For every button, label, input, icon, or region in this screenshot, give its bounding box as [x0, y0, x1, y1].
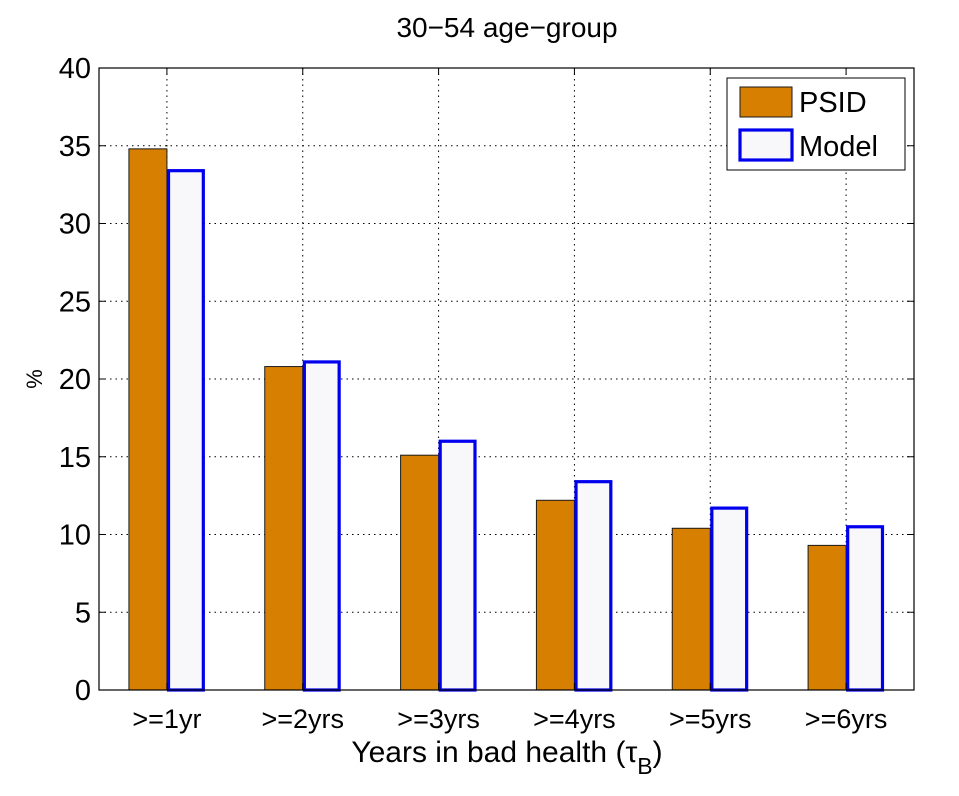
x-axis-label-subscript: B [637, 753, 652, 779]
bar-psid-4 [535, 499, 575, 691]
y-tick-label: 0 [75, 675, 91, 707]
legend-label-model: Model [799, 131, 878, 163]
y-tick-label: 30 [59, 209, 91, 241]
bar-model-6 [846, 525, 885, 692]
x-tick-label: >=1yr [132, 704, 201, 734]
bar-model-2 [302, 360, 341, 692]
bar-psid-1 [128, 148, 168, 691]
chart-title: 30−54 age−group [396, 12, 617, 43]
legend-swatch-psid [739, 86, 793, 118]
bar-model-3 [438, 439, 477, 692]
x-tick-label: >=6yrs [805, 704, 888, 734]
x-axis-label-symbol: τ [625, 736, 637, 769]
x-tick-label: >=3yrs [397, 704, 480, 734]
y-tick-label: 20 [59, 364, 91, 396]
y-tick-label: 35 [59, 131, 91, 163]
y-tick-label: 5 [75, 597, 91, 629]
x-axis-label: Years in bad health (τB) [351, 736, 662, 779]
legend: PSID Model [726, 77, 906, 171]
bar-model-1 [166, 169, 205, 692]
x-axis-label-text: Years in bad health ( [351, 736, 625, 769]
x-tick-label: >=4yrs [533, 704, 616, 734]
bar-model-4 [574, 480, 613, 692]
bar-model-5 [710, 506, 749, 692]
bar-psid-6 [807, 544, 847, 691]
bar-layer [128, 148, 885, 692]
bar-psid-2 [264, 366, 304, 691]
y-tick-label: 40 [59, 53, 91, 85]
y-tick-label: 25 [59, 286, 91, 318]
x-tick-label: >=2yrs [261, 704, 344, 734]
y-axis-label: % [22, 369, 47, 389]
x-tick-label: >=5yrs [669, 704, 752, 734]
tick-layer: 0 5 10 15 20 25 30 35 40 >=1yr >=2yrs >=3yrs >=4yrs >… [59, 53, 914, 734]
bar-psid-3 [400, 454, 440, 691]
bar-psid-5 [671, 527, 711, 691]
y-tick-label: 15 [59, 442, 91, 474]
y-tick-label: 10 [59, 520, 91, 552]
x-axis-label-close: ) [653, 736, 663, 769]
legend-swatch-model [738, 128, 794, 162]
legend-label-psid: PSID [799, 87, 867, 119]
